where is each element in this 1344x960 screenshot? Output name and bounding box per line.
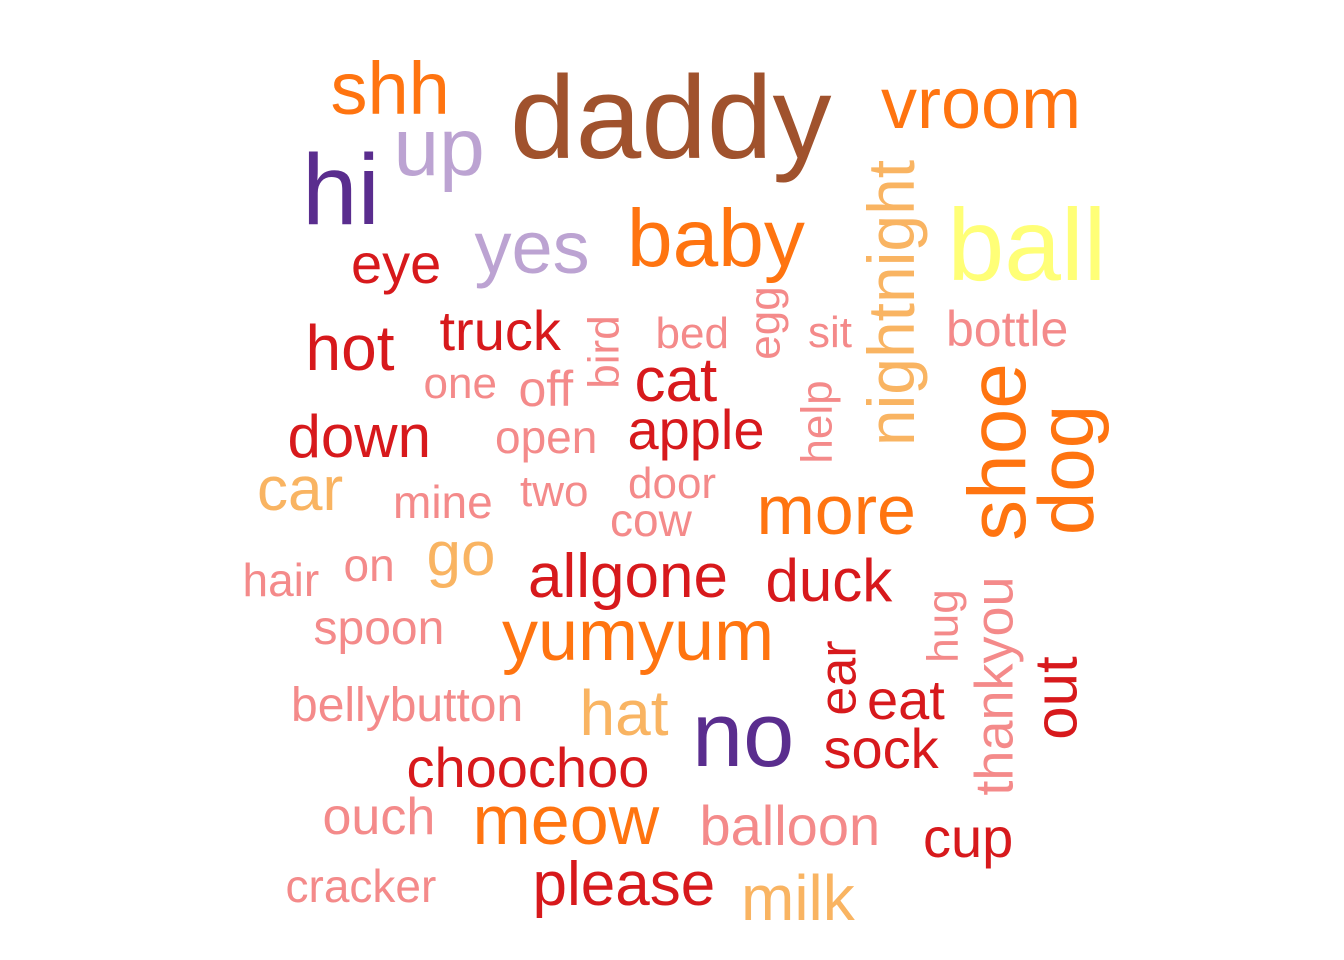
word-yumyum: yumyum [502,596,775,676]
word-eye: eye [351,232,442,295]
word-meow: meow [472,781,660,859]
word-apple: apple [627,398,765,461]
word-up: up [393,102,485,193]
word-bird: bird [579,315,629,389]
word-choochoo: choochoo [406,736,650,799]
word-bed: bed [655,309,729,358]
word-baby: baby [627,193,805,284]
word-please: please [532,850,716,919]
word-thankyou: thankyou [964,576,1025,796]
word-help: help [792,380,842,464]
word-mine: mine [393,476,493,528]
word-no: no [692,684,795,786]
word-hi: hi [302,134,380,246]
word-one: one [423,359,497,408]
word-cat: cat [634,346,718,415]
word-cracker: cracker [285,860,437,912]
word-sock: sock [823,717,939,780]
word-hug: hug [918,589,968,663]
word-bellybutton: bellybutton [291,679,524,732]
word-balloon: balloon [699,794,881,857]
word-two: two [520,467,589,516]
word-duck: duck [765,547,893,614]
word-sit: sit [808,308,852,357]
word-spoon: spoon [313,602,445,655]
word-down: down [287,403,431,470]
word-ear: ear [809,640,868,716]
word-nightnight: nightnight [854,159,929,447]
word-go: go [426,520,496,589]
word-out: out [1022,656,1090,740]
word-hat: hat [579,677,669,749]
word-truck: truck [439,299,561,362]
word-milk: milk [741,862,855,934]
word-more: more [756,471,916,549]
word-hot: hot [305,312,395,384]
word-vroom: vroom [881,64,1082,144]
word-eat: eat [867,668,945,731]
word-cup: cup [923,806,1014,869]
word-yes: yes [474,206,590,289]
word-bottle: bottle [946,301,1069,357]
word-door: door [628,459,717,508]
word-hair: hair [242,554,320,606]
word-off: off [518,361,574,417]
word-ouch: ouch [322,788,436,846]
word-shh: shh [330,47,450,130]
word-daddy: daddy [510,52,832,184]
word-ball: ball [947,188,1107,302]
word-car: car [257,455,344,524]
word-cow: cow [610,494,692,546]
word-egg: egg [740,286,790,360]
word-open: open [495,411,598,463]
word-dog: dog [1022,404,1111,536]
word-on: on [343,539,395,591]
word-allgone: allgone [528,542,728,611]
